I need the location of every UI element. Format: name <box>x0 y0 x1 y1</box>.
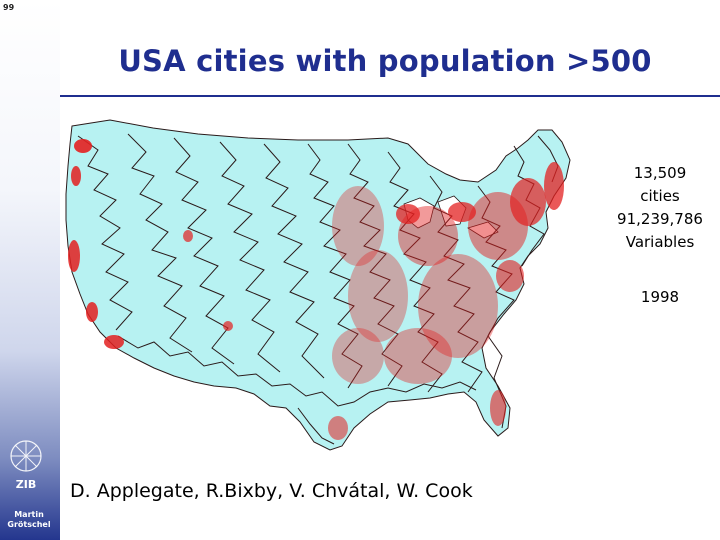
usa-map-icon <box>58 116 588 452</box>
variables-label: Variables <box>625 233 695 251</box>
zib-logo-icon: ZIB <box>4 436 48 496</box>
cities-label: cities <box>640 187 680 205</box>
author-first-name: Martin <box>14 510 44 519</box>
tour-south <box>117 335 477 445</box>
city-clusters <box>68 139 564 440</box>
author-name: Martin Grötschel <box>2 510 56 530</box>
svg-text:ZIB: ZIB <box>16 478 36 491</box>
left-sidebar <box>0 0 60 540</box>
tour-west <box>77 133 325 379</box>
title-divider <box>60 95 720 97</box>
year-label: 1998 <box>640 288 680 306</box>
variables-count: 91,239,786 <box>617 210 703 228</box>
page-title: USA cities with population >500 <box>118 44 652 78</box>
info-panel: 13,509 cities 91,239,786 Variables 1998 <box>610 162 710 309</box>
page-number: 99 <box>3 3 15 12</box>
tour-central <box>307 143 443 393</box>
authors-line: D. Applegate, R.Bixby, V. Chvátal, W. Co… <box>70 480 473 502</box>
cities-count: 13,509 <box>633 164 687 182</box>
author-last-name: Grötschel <box>7 520 51 529</box>
